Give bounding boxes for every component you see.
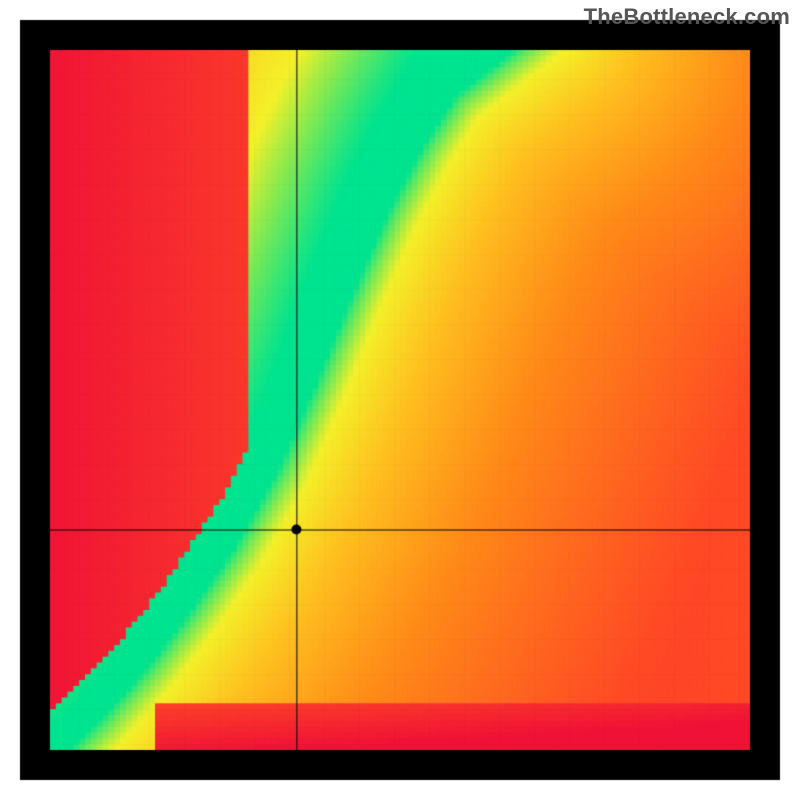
heatmap-plot xyxy=(0,0,800,800)
watermark-text: TheBottleneck.com xyxy=(584,4,790,30)
